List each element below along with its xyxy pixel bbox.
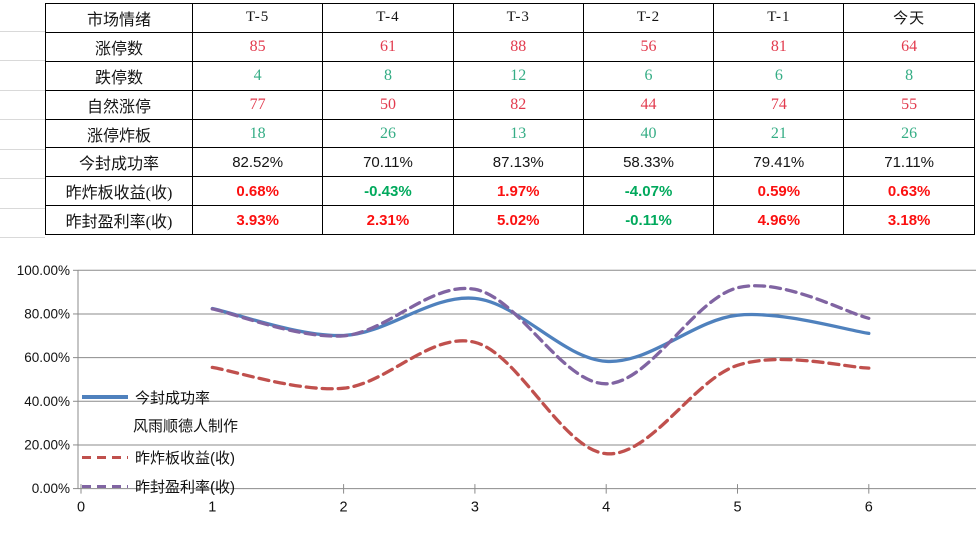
row-label[interactable]: 今封成功率 (46, 148, 193, 178)
legend-item-broken-board-return[interactable]: 昨炸板收益(收) (82, 448, 235, 467)
table-cell[interactable]: 4.96% (714, 206, 845, 236)
table-cell[interactable]: 3.18% (844, 206, 975, 236)
table-cell[interactable]: 77 (193, 90, 324, 120)
sheet-gridline (0, 90, 45, 91)
table-cell[interactable]: 26 (844, 119, 975, 149)
table-cell[interactable]: 0.59% (714, 177, 845, 207)
sheet-gridline (0, 178, 45, 179)
legend-item-seal-profit-rate[interactable]: 昨封盈利率(收) (82, 477, 235, 496)
table-cell[interactable]: 85 (193, 32, 324, 62)
sheet-gridline (0, 208, 45, 209)
x-tick-label: 6 (865, 500, 873, 516)
legend-label: 昨封盈利率(收) (135, 478, 235, 496)
table-cell[interactable]: 13 (453, 119, 584, 149)
series-line-2[interactable] (210, 284, 871, 386)
table-cell[interactable]: 64 (844, 32, 975, 62)
column-header[interactable]: T-3 (453, 4, 584, 33)
sheet-gridline (0, 31, 45, 32)
x-tick-label: 3 (471, 500, 479, 516)
table-cell[interactable]: 61 (323, 32, 454, 62)
market-sentiment-table: 市场情绪 T-5 T-4 T-3 T-2 T-1 今天 涨停数 85 61 88 56 81 64 跌停数 4… (45, 3, 975, 236)
y-tick-label: 20.00% (24, 437, 70, 452)
series-line-0[interactable] (210, 296, 871, 363)
sheet-gridline (0, 149, 45, 150)
table-cell[interactable]: 55 (844, 90, 975, 120)
row-label[interactable]: 昨炸板收益(收) (46, 177, 193, 207)
table-cell[interactable]: 74 (714, 90, 845, 120)
watermark-text: 风雨顺德人制作 (133, 418, 239, 435)
x-tick-label: 1 (208, 500, 216, 516)
table-cell[interactable]: 88 (453, 32, 584, 62)
table-cell[interactable]: 4 (193, 61, 324, 91)
table-cell[interactable]: 8 (844, 61, 975, 91)
column-header[interactable]: 今天 (844, 4, 975, 33)
y-tick-label: 40.00% (24, 394, 70, 409)
table-cell[interactable]: 21 (714, 119, 845, 149)
table-cell[interactable]: 56 (583, 32, 715, 62)
table-cell[interactable]: 0.68% (193, 177, 324, 207)
column-header[interactable]: T-1 (714, 4, 845, 33)
sheet-gridline (0, 237, 45, 238)
row-label[interactable]: 涨停数 (46, 32, 193, 62)
table-cell[interactable]: 79.41% (714, 148, 845, 178)
table-cell[interactable]: 5.02% (453, 206, 584, 236)
table-cell[interactable]: 6 (583, 61, 715, 91)
table-cell[interactable]: 44 (583, 90, 715, 120)
y-tick-label: 60.00% (24, 350, 70, 365)
table-cell[interactable]: 1.97% (453, 177, 584, 207)
y-tick-label: 0.00% (32, 481, 70, 496)
x-tick-label: 5 (733, 500, 741, 516)
legend-line-dashed-purple (82, 484, 128, 488)
legend-item-success-rate[interactable]: 今封成功率 (82, 388, 211, 407)
table-cell[interactable]: 12 (453, 61, 584, 91)
sheet-gridline (0, 60, 45, 61)
table-cell[interactable]: 70.11% (323, 148, 454, 178)
table-cell[interactable]: 81 (714, 32, 845, 62)
table-header-label[interactable]: 市场情绪 (46, 4, 193, 33)
table-cell[interactable]: -4.07% (583, 177, 715, 207)
table-cell[interactable]: 6 (714, 61, 845, 91)
sheet-gridline (0, 119, 45, 120)
row-label[interactable]: 涨停炸板 (46, 119, 193, 149)
table-cell[interactable]: 26 (323, 119, 454, 149)
table-cell[interactable]: 87.13% (453, 148, 584, 178)
table-cell[interactable]: 40 (583, 119, 715, 149)
x-tick-label: 2 (340, 500, 348, 516)
legend-label: 今封成功率 (135, 389, 211, 407)
column-header[interactable]: T-5 (193, 4, 324, 33)
legend-line-solid-blue (82, 395, 128, 399)
table-cell[interactable]: -0.11% (583, 206, 715, 236)
table-cell[interactable]: -0.43% (323, 177, 454, 207)
column-header[interactable]: T-2 (583, 4, 715, 33)
table-cell[interactable]: 18 (193, 119, 324, 149)
table-cell[interactable]: 82.52% (193, 148, 324, 178)
table-cell[interactable]: 0.63% (844, 177, 975, 207)
series-line-1[interactable] (210, 339, 871, 456)
table-cell[interactable]: 3.93% (193, 206, 324, 236)
table-cell[interactable]: 82 (453, 90, 584, 120)
x-tick-label: 0 (77, 500, 85, 516)
row-label[interactable]: 昨封盈利率(收) (46, 206, 193, 236)
legend-label: 昨炸板收益(收) (135, 449, 235, 467)
table-cell[interactable]: 58.33% (583, 148, 715, 178)
table-cell[interactable]: 50 (323, 90, 454, 120)
y-tick-label: 80.00% (24, 306, 70, 321)
table-cell[interactable]: 8 (323, 61, 454, 91)
table-cell[interactable]: 2.31% (323, 206, 454, 236)
row-label[interactable]: 跌停数 (46, 61, 193, 91)
row-label[interactable]: 自然涨停 (46, 90, 193, 120)
legend-line-dashed-red (82, 455, 128, 459)
y-tick-label: 100.00% (17, 263, 70, 278)
x-tick-label: 4 (602, 500, 610, 516)
column-header[interactable]: T-4 (323, 4, 454, 33)
table-cell[interactable]: 71.11% (844, 148, 975, 178)
